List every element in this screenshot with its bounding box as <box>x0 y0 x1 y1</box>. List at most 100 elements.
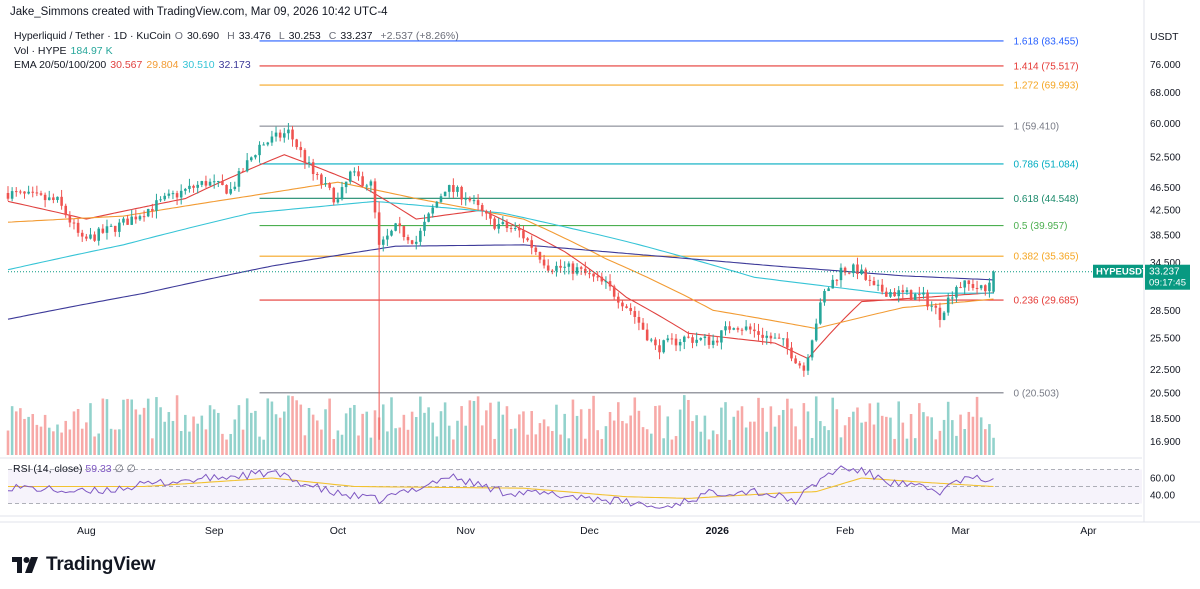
volume-bar <box>155 397 158 455</box>
volume-bar <box>518 414 521 455</box>
candle-body <box>43 194 47 201</box>
candle-body <box>76 222 80 233</box>
volume-bar <box>27 416 30 455</box>
candle-body <box>691 337 694 343</box>
volume-legend-row[interactable]: Vol · HYPE 184.97 K <box>14 44 463 59</box>
candle-body <box>56 196 59 201</box>
volume-bar <box>835 409 839 455</box>
volume-bar <box>35 424 39 455</box>
volume-bar <box>592 395 595 455</box>
candle-body <box>163 195 166 200</box>
volume-bar <box>212 409 216 455</box>
volume-bar <box>786 398 789 455</box>
candle-body <box>612 286 616 297</box>
volume-bar <box>699 431 703 455</box>
volume-bar <box>526 434 529 455</box>
candle-body <box>724 326 727 331</box>
candle-body <box>823 291 826 303</box>
volume-bar <box>951 420 954 455</box>
candle-body <box>146 208 150 217</box>
volume-bar <box>555 404 558 455</box>
volume-bar <box>113 429 117 455</box>
candle-body <box>315 174 319 176</box>
rsi-legend[interactable]: RSI (14, close) 59.33 ∅ ∅ <box>13 463 136 475</box>
candle-body <box>258 144 261 156</box>
volume-bar <box>196 423 199 455</box>
candle-body <box>353 171 356 173</box>
candle-body <box>414 241 418 244</box>
candle-body <box>819 302 822 324</box>
candle-body <box>720 330 723 343</box>
volume-bar <box>522 411 525 455</box>
volume-bar <box>880 415 884 455</box>
candle-body <box>447 185 451 192</box>
volume-bar <box>650 433 653 455</box>
candle-body <box>732 328 736 330</box>
price-change: +2.537 (+8.26%) <box>380 30 459 42</box>
volume-bar <box>757 397 760 455</box>
volume-bar <box>410 411 414 455</box>
volume-bar <box>662 438 665 455</box>
rsi-label-text: RSI (14, close) <box>13 463 83 475</box>
volume-bar <box>814 396 818 455</box>
volume-bar <box>188 431 191 455</box>
ema-legend-row[interactable]: EMA 20/50/100/200 30.567 29.804 30.510 32.17… <box>14 58 463 73</box>
volume-bar <box>843 425 847 455</box>
candle-body <box>225 185 228 194</box>
candle-body <box>975 287 979 289</box>
volume-bar <box>967 411 971 455</box>
candle-body <box>715 340 719 343</box>
candle-body <box>699 338 703 340</box>
volume-bar <box>538 423 542 455</box>
volume-bar <box>955 435 958 455</box>
volume-bar <box>938 430 942 455</box>
volume-bar <box>534 434 538 455</box>
candle-body <box>299 147 303 151</box>
candle-body <box>241 171 245 173</box>
volume-bar <box>76 408 80 455</box>
candle-body <box>480 205 484 211</box>
price-tick-label: 25.500 <box>1150 334 1181 345</box>
candle-body <box>707 336 711 345</box>
symbol-legend-row[interactable]: Hyperliquid / Tether · 1D · KuCoin O 30.69… <box>14 29 463 44</box>
candle-body <box>361 176 364 186</box>
candle-body <box>794 358 797 364</box>
ema-line-ema-20 <box>7 154 994 360</box>
candle-body <box>452 185 455 192</box>
candle-body <box>357 171 360 177</box>
volume-bar <box>291 396 294 455</box>
candle-body <box>192 185 195 188</box>
candle-body <box>105 226 109 233</box>
tradingview-logo[interactable]: TradingView <box>12 554 156 576</box>
candle-body <box>913 294 917 301</box>
candle-body <box>753 329 756 332</box>
volume-bar <box>975 396 979 455</box>
candle-body <box>171 193 175 195</box>
ohlc-low: L 30.253 <box>278 30 321 42</box>
candle-body <box>307 162 311 164</box>
volume-bar <box>439 411 443 455</box>
volume-bar <box>666 416 670 455</box>
volume-bar <box>497 401 500 455</box>
candle-body <box>918 294 921 296</box>
volume-bar <box>19 408 22 455</box>
volume-bar <box>645 429 649 455</box>
volume-bar <box>839 437 843 455</box>
volume-bar <box>823 426 826 455</box>
volume-bar <box>402 414 406 455</box>
volume-bar <box>625 423 628 455</box>
candle-body <box>930 305 933 307</box>
volume-bar <box>740 406 744 455</box>
candle-body <box>934 305 938 308</box>
volume-bar <box>761 407 764 455</box>
volume-bar <box>868 403 872 455</box>
candle-body <box>221 181 224 186</box>
candle-body <box>538 251 542 260</box>
volume-bar <box>691 421 694 455</box>
price-tick-label: 68.000 <box>1150 88 1181 99</box>
volume-bar <box>934 439 938 455</box>
price-tick-label: 38.500 <box>1150 230 1181 241</box>
candle-body <box>443 191 447 197</box>
volume-bar <box>151 438 154 455</box>
